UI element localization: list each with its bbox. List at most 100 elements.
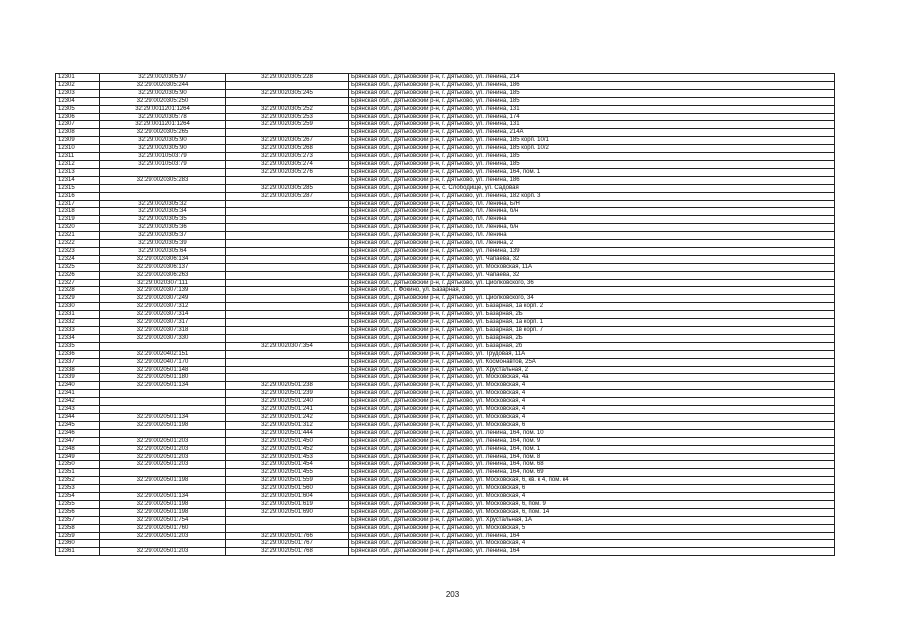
cadastral-number-cell: 32:29:0020501:760: [99, 523, 226, 533]
cadastral-number-cell: 32:29:0020307:314: [99, 310, 226, 320]
row-number-cell: 12313: [55, 167, 100, 177]
row-number-cell: 12330: [55, 302, 100, 312]
cadastral-number-cell: 32:29:0020306:137: [99, 262, 226, 272]
table-row: 12303 32:29:0020305:90 32:29:0020305:245 Бр…: [55, 88, 835, 98]
table-row: 12316 32:29:0020305:287 Брянская обл., Дят…: [55, 191, 835, 201]
address-cell: Брянская обл., Дятьковский р-н, г. Дятьк…: [348, 294, 835, 304]
cadastral-number-cell: 32:29:0020305:64: [99, 246, 226, 256]
linked-cadastral-number-cell: 32:29:0020501:239: [225, 389, 349, 399]
linked-cadastral-number-cell: 32:29:0020501:455: [225, 468, 349, 478]
linked-cadastral-number-cell: 32:29:0020305:287: [225, 191, 349, 201]
row-number-cell: 12303: [55, 88, 100, 98]
linked-cadastral-number-cell: [225, 294, 349, 304]
address-cell: Брянская обл., Дятьковский р-н, г. Дятьк…: [348, 397, 835, 407]
address-cell: Брянская обл., Дятьковский р-н, г. Дятьк…: [348, 96, 835, 106]
cadastral-number-cell: 32:29:0020305:34: [99, 207, 226, 217]
table-row: 12343 32:29:0020501:241 Брянская обл., Дят…: [55, 405, 835, 414]
row-number-cell: 12340: [55, 381, 100, 391]
linked-cadastral-number-cell: 32:29:0020501:453: [225, 452, 349, 462]
row-number-cell: 12331: [55, 310, 100, 320]
cadastral-number-cell: 32:29:0011201:1264: [99, 104, 226, 114]
linked-cadastral-number-cell: [225, 254, 349, 264]
cadastral-number-cell: 32:29:0020305:35: [99, 215, 226, 225]
table-row: 12304 32:29:0020305:250 Брянская обл., Дят…: [55, 96, 835, 106]
row-number-cell: 12319: [55, 215, 100, 225]
table-row: 12324 32:29:0020306:134 Брянская обл., Дят…: [55, 254, 835, 264]
table-row: 12320 32:29:0020305:36 Брянская обл., Дять…: [55, 223, 835, 233]
address-cell: Брянская обл., Дятьковский р-н, г. Дятьк…: [348, 152, 835, 161]
address-cell: Брянская обл., Дятьковский р-н, г. Дятьк…: [348, 365, 835, 375]
address-cell: Брянская обл., Дятьковский р-н, г. Дятьк…: [348, 389, 835, 399]
cadastral-number-cell: 32:29:0020305:283: [99, 175, 226, 185]
row-number-cell: 12324: [55, 254, 100, 264]
cadastral-number-cell: [99, 428, 226, 438]
address-cell: Брянская обл., Дятьковский р-н, г. Дятьк…: [348, 128, 835, 138]
address-cell: Брянская обл., Дятьковский р-н, г. Дятьк…: [348, 436, 835, 446]
linked-cadastral-number-cell: 32:29:0020305:228: [225, 73, 349, 82]
cadastral-number-cell: 32:29:0020501:198: [99, 476, 226, 486]
cadastral-number-cell: [99, 484, 226, 494]
table-row: 12344 32:29:0020501:134 32:29:0020501:242 Б…: [55, 412, 835, 422]
table-row: 12361 32:29:0020501:203 32:29:0020501:768 Б…: [55, 547, 835, 557]
row-number-cell: 12341: [55, 389, 100, 399]
row-number-cell: 12307: [55, 120, 100, 130]
cadastral-number-cell: 32:29:0020402:151: [99, 349, 226, 359]
cadastral-number-cell: 32:29:0020501:198: [99, 499, 226, 509]
table-row: 12312 32:29:0010503:79 32:29:0020305:274 Бр…: [55, 159, 835, 169]
address-cell: Брянская обл., Дятьковский р-н, г. Дятьк…: [348, 484, 835, 494]
table-row: 12354 32:29:0020501:134 32:29:0020501:604 Б…: [55, 492, 835, 501]
row-number-cell: 12322: [55, 239, 100, 248]
table-row: 12353 32:29:0020501:560 Брянская обл., Дят…: [55, 484, 835, 494]
row-number-cell: 12318: [55, 207, 100, 217]
row-number-cell: 12325: [55, 262, 100, 272]
address-cell: Брянская обл., Дятьковский р-н, г. Дятьк…: [348, 381, 835, 391]
property-table: 12301 32:29:0020305:97 32:29:0020305:228 Бр…: [55, 73, 835, 557]
row-number-cell: 12302: [55, 80, 100, 90]
address-cell: Брянская обл., Дятьковский р-н, г. Дятьк…: [348, 428, 835, 438]
row-number-cell: 12320: [55, 223, 100, 233]
row-number-cell: 12356: [55, 507, 100, 517]
address-cell: Брянская обл., Дятьковский р-н, г. Дятьк…: [348, 223, 835, 233]
linked-cadastral-number-cell: [225, 310, 349, 320]
address-cell: Брянская обл., Дятьковский р-н, г. Дятьк…: [348, 310, 835, 320]
table-row: 12334 32:29:0020307:330 Брянская обл., Дят…: [55, 333, 835, 343]
row-number-cell: 12350: [55, 460, 100, 470]
cadastral-number-cell: 32:29:0020305:90: [99, 136, 226, 146]
linked-cadastral-number-cell: 32:29:0020501:452: [225, 444, 349, 454]
cadastral-number-cell: 32:29:0020501:134: [99, 381, 226, 391]
row-number-cell: 12332: [55, 318, 100, 327]
cadastral-number-cell: [99, 191, 226, 201]
table-row: 12315 32:29:0020305:285 Брянская обл., Дят…: [55, 183, 835, 193]
table-row: 12302 32:29:0020305:244 Брянская обл., Дят…: [55, 80, 835, 90]
cadastral-number-cell: 32:29:0020305:244: [99, 80, 226, 90]
linked-cadastral-number-cell: 32:29:0020501:238: [225, 381, 349, 391]
linked-cadastral-number-cell: 32:29:0020305:274: [225, 159, 349, 169]
row-number-cell: 12317: [55, 199, 100, 209]
address-cell: Брянская обл., Дятьковский р-н, г. Дятьк…: [348, 373, 835, 383]
cadastral-number-cell: 32:29:0020307:312: [99, 302, 226, 312]
cadastral-number-cell: 32:29:0020501:134: [99, 492, 226, 501]
cadastral-number-cell: 32:29:0020305:97: [99, 73, 226, 82]
address-cell: Брянская обл., Дятьковский р-н, г. Дятьк…: [348, 246, 835, 256]
address-cell: Брянская обл., Дятьковский р-н, г. Дятьк…: [348, 136, 835, 146]
cadastral-number-cell: 32:29:0020307:317: [99, 318, 226, 327]
row-number-cell: 12308: [55, 128, 100, 138]
address-cell: Брянская обл., Дятьковский р-н, г. Дятьк…: [348, 120, 835, 130]
table-row: 12309 32:29:0020305:90 32:29:0020305:267 Бр…: [55, 136, 835, 146]
table-row: 12352 32:29:0020501:198 32:29:0020501:559 Б…: [55, 476, 835, 486]
table-row: 12351 32:29:0020501:455 Брянская обл., Дят…: [55, 468, 835, 478]
table-row: 12332 32:29:0020307:317 Брянская обл., Дят…: [55, 318, 835, 327]
address-cell: Брянская обл., Дятьковский р-н, г. Дятьк…: [348, 262, 835, 272]
row-number-cell: 12336: [55, 349, 100, 359]
row-number-cell: 12333: [55, 326, 100, 335]
row-number-cell: 12360: [55, 539, 100, 549]
row-number-cell: 12334: [55, 333, 100, 343]
cadastral-number-cell: 32:29:0020305:265: [99, 128, 226, 138]
cadastral-number-cell: 32:29:0020307:330: [99, 333, 226, 343]
row-number-cell: 12361: [55, 547, 100, 557]
table-row: 12348 32:29:0020501:203 32:29:0020501:452 Б…: [55, 444, 835, 454]
linked-cadastral-number-cell: [225, 365, 349, 375]
cadastral-number-cell: 32:29:0020501:203: [99, 547, 226, 557]
address-cell: Брянская обл., Дятьковский р-н, г. Дятьк…: [348, 507, 835, 517]
table-row: 12339 32:29:0020501:180 Брянская обл., Дят…: [55, 373, 835, 383]
